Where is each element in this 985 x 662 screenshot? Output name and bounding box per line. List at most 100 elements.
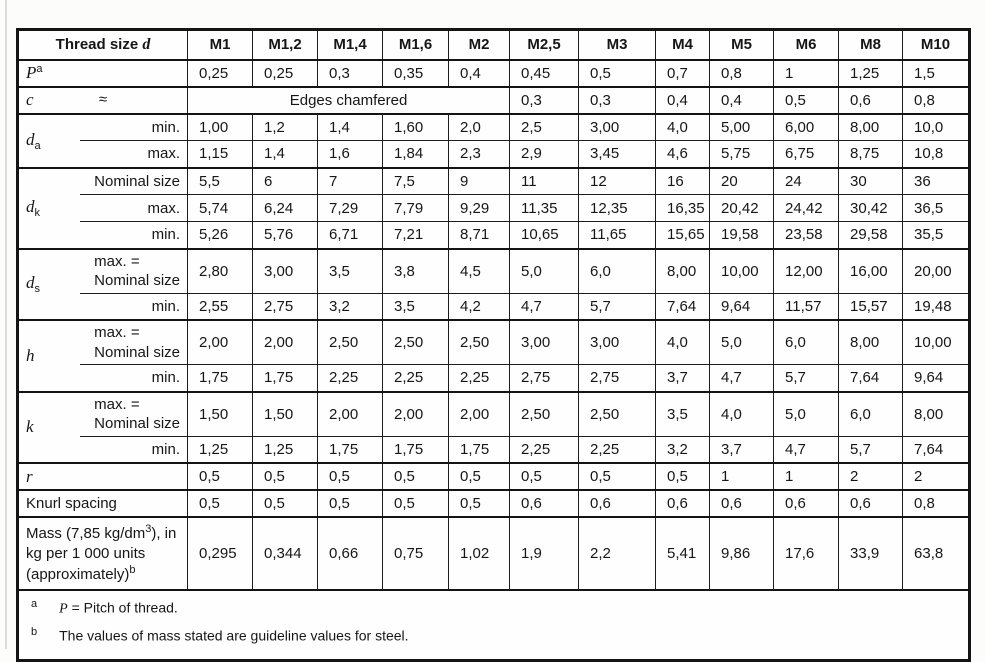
value-cell: 29,58 bbox=[838, 221, 904, 249]
value-cell: 6,0 bbox=[578, 247, 657, 294]
value-cell: 0,7 bbox=[655, 58, 711, 87]
column-header-m2: M2 bbox=[448, 29, 511, 61]
value-cell: 6,24 bbox=[252, 194, 319, 222]
value-cell: 0,5 bbox=[382, 489, 450, 518]
value-cell: 0,66 bbox=[317, 516, 384, 590]
value-cell: 7,64 bbox=[655, 292, 711, 321]
value-cell: 0,5 bbox=[448, 462, 511, 491]
value-cell: 11,35 bbox=[509, 194, 580, 222]
value-cell: 2,25 bbox=[448, 364, 511, 392]
row-symbol-P: Pa bbox=[16, 58, 189, 87]
value-cell: 0,3 bbox=[578, 85, 657, 114]
mass-row-label: Mass (7,85 kg/dm3), in kg per 1 000 unit… bbox=[16, 516, 189, 590]
value-cell: 0,4 bbox=[448, 58, 511, 87]
value-cell: 2,75 bbox=[252, 292, 319, 321]
table-row: dk Nominal size 5,5 6 7 7,5 9 11 12 16 20 24 30 36 bbox=[17, 166, 971, 249]
table-row: Mass (7,85 kg/dm3), in kg per 1 000 unit… bbox=[16, 516, 971, 590]
value-cell: 7 bbox=[317, 166, 384, 195]
value-cell: 2,25 bbox=[578, 435, 657, 464]
table-row: da min. 1,00 1,2 1,4 1,60 2,0 2,5 3,00 4,0 5,00 6,0… bbox=[17, 112, 971, 168]
value-cell: 2,75 bbox=[509, 364, 580, 392]
value-cell: 2 bbox=[902, 462, 971, 491]
value-cell: 9 bbox=[448, 166, 511, 195]
value-cell: 10,00 bbox=[902, 319, 971, 365]
value-cell: 2,2 bbox=[578, 516, 657, 590]
value-cell: 0,35 bbox=[382, 58, 450, 87]
value-cell: 0,5 bbox=[252, 462, 319, 491]
value-cell: 20,00 bbox=[902, 247, 971, 294]
value-cell: 1,50 bbox=[252, 390, 319, 437]
value-cell: 8,71 bbox=[448, 221, 511, 249]
value-cell: 5,5 bbox=[187, 166, 254, 195]
value-cell: 33,9 bbox=[838, 516, 904, 590]
table-row: r 0,5 0,5 0,5 0,5 0,5 0,5 0,5 0,5 1 1 2 2 bbox=[16, 462, 971, 491]
quantity-symbol: r bbox=[26, 466, 33, 486]
value-cell: 4,0 bbox=[655, 319, 711, 365]
value-cell: 1,60 bbox=[382, 112, 450, 141]
value-cell: 6,71 bbox=[317, 221, 384, 249]
value-cell: 4,7 bbox=[509, 292, 580, 321]
value-cell: 36,5 bbox=[902, 194, 971, 222]
quantity-symbol: d bbox=[26, 197, 35, 216]
sub-row-label: max. = Nominal size bbox=[79, 390, 189, 437]
quantity-symbol: d bbox=[26, 273, 35, 293]
table-row: Pa 0,25 0,25 0,3 0,35 0,4 0,45 0,5 0,7 0,8 1 1,25 1,… bbox=[16, 58, 971, 87]
value-cell: 0,45 bbox=[509, 58, 580, 87]
thread-size-specification-table: Thread size d M1 M1,2 M1,4 M1,6 M2 M2,5 M3 M4 M5… bbox=[16, 28, 972, 662]
value-cell: 0,6 bbox=[838, 85, 904, 114]
value-cell: 2,50 bbox=[578, 390, 657, 437]
value-cell: 0,3 bbox=[509, 85, 580, 114]
value-cell: 2,00 bbox=[382, 390, 450, 437]
value-cell: 2,75 bbox=[578, 364, 657, 392]
value-cell: 2 bbox=[838, 462, 904, 491]
footnote-a: a P = Pitch of thread. bbox=[31, 598, 958, 618]
value-cell: 4,0 bbox=[709, 390, 775, 437]
value-cell: 6,0 bbox=[838, 390, 904, 437]
value-cell: 1,25 bbox=[252, 435, 319, 464]
value-cell: 3,00 bbox=[578, 112, 657, 141]
value-cell: 10,8 bbox=[902, 140, 971, 168]
value-cell: 0,5 bbox=[317, 489, 384, 518]
value-cell: 10,00 bbox=[709, 247, 775, 294]
value-cell: 0,5 bbox=[382, 462, 450, 491]
value-cell: 30 bbox=[838, 166, 904, 195]
value-cell: 2,00 bbox=[187, 319, 254, 365]
value-cell: 8,00 bbox=[838, 319, 904, 365]
sub-row-label: max. = Nominal size bbox=[79, 319, 189, 365]
value-cell: 9,64 bbox=[902, 364, 971, 392]
value-cell: 2,50 bbox=[509, 390, 580, 437]
value-cell: 19,58 bbox=[709, 221, 775, 249]
value-cell: 2,9 bbox=[509, 140, 580, 168]
value-cell: 6,00 bbox=[773, 112, 840, 141]
value-cell: 16,35 bbox=[655, 194, 711, 222]
value-cell: 3,5 bbox=[317, 247, 384, 294]
value-cell: 2,80 bbox=[187, 247, 254, 294]
value-cell: 5,26 bbox=[187, 221, 254, 249]
value-cell: 0,3 bbox=[317, 58, 384, 87]
row-label: Knurl spacing bbox=[16, 489, 189, 518]
sub-row-label-text: max. = Nominal size bbox=[94, 395, 181, 433]
value-cell: 1,84 bbox=[382, 140, 450, 168]
value-cell: 12,35 bbox=[578, 194, 657, 222]
row-symbol-ds: ds bbox=[17, 247, 80, 321]
column-header-m1-6: M1,6 bbox=[382, 29, 450, 61]
value-cell: 1,4 bbox=[252, 140, 319, 168]
value-cell: 20,42 bbox=[709, 194, 775, 222]
table-row: min. 1,75 1,75 2,25 2,25 2,25 2,75 2,75 3,7 4,7 5,… bbox=[18, 364, 971, 392]
value-cell: 3,2 bbox=[317, 292, 384, 321]
sub-row-label: min. bbox=[79, 364, 189, 392]
footnote-a-text: = Pitch of thread. bbox=[71, 599, 178, 616]
value-cell: 1,9 bbox=[509, 516, 580, 590]
footnote-a-symbol: P bbox=[59, 601, 68, 617]
row-symbol-h: h bbox=[17, 319, 80, 392]
value-cell: 3,8 bbox=[382, 247, 450, 294]
row-symbol-da: da bbox=[17, 112, 80, 168]
value-cell: 1 bbox=[773, 58, 840, 87]
table-row: min. 1,25 1,25 1,75 1,75 1,75 2,25 2,25 3,2 3,7 4,… bbox=[18, 435, 971, 464]
table-row: Knurl spacing 0,5 0,5 0,5 0,5 0,5 0,6 0,6 0,6 0,6… bbox=[16, 489, 971, 518]
value-cell: 0,5 bbox=[773, 85, 840, 114]
value-cell: 6 bbox=[252, 166, 319, 195]
value-cell: 7,79 bbox=[382, 194, 450, 222]
column-header-m10: M10 bbox=[902, 29, 971, 61]
value-cell: 6,75 bbox=[773, 140, 840, 168]
